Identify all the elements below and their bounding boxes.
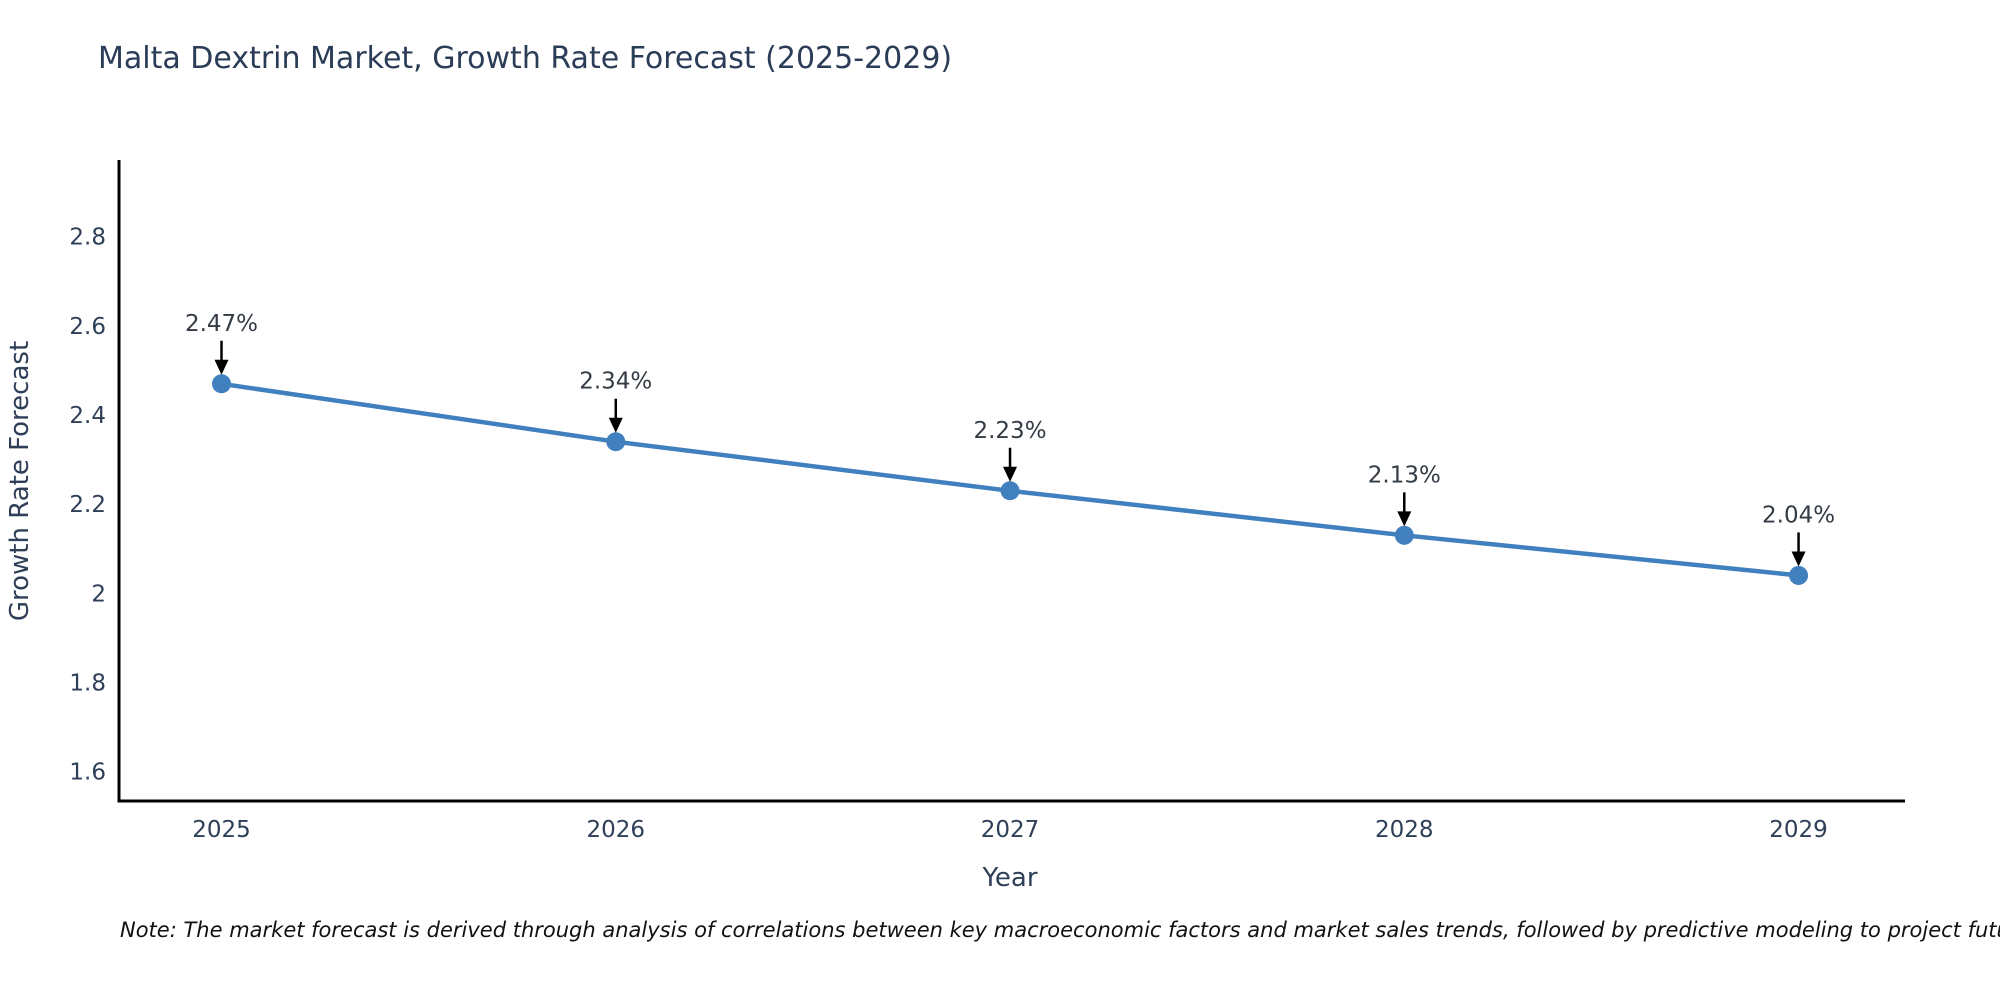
- annotation-arrowhead-icon: [214, 359, 229, 375]
- x-tick-label: 2026: [586, 817, 645, 843]
- y-axis-title: Growth Rate Forecast: [5, 341, 35, 621]
- y-tick-label: 2.4: [69, 403, 106, 429]
- y-tick-label: 1.6: [69, 760, 106, 786]
- annotation-arrowhead-icon: [1791, 551, 1806, 567]
- x-tick-label: 2025: [192, 817, 251, 843]
- annotation-arrowhead-icon: [608, 417, 623, 433]
- annotation-arrowhead-icon: [1003, 466, 1018, 482]
- data-point-marker[interactable]: [1789, 565, 1809, 585]
- y-tick-label: 2.2: [69, 492, 106, 518]
- data-point-label: 2.04%: [1762, 502, 1835, 528]
- data-point-label: 2.47%: [185, 311, 258, 337]
- chart-title: Malta Dextrin Market, Growth Rate Foreca…: [98, 41, 952, 76]
- x-tick-label: 2027: [981, 817, 1040, 843]
- annotation-arrowhead-icon: [1397, 511, 1412, 527]
- x-axis-title: Year: [981, 863, 1037, 893]
- data-point-label: 2.34%: [579, 369, 652, 395]
- x-tick-label: 2029: [1769, 817, 1828, 843]
- data-point-marker[interactable]: [212, 374, 232, 394]
- y-tick-label: 2.6: [69, 314, 106, 340]
- data-point-marker[interactable]: [1394, 525, 1414, 545]
- y-tick-label: 2.8: [69, 225, 106, 251]
- data-point-marker[interactable]: [1000, 481, 1020, 501]
- x-tick-label: 2028: [1375, 817, 1434, 843]
- y-tick-label: 1.8: [69, 670, 106, 696]
- data-point-marker[interactable]: [606, 432, 626, 452]
- data-point-label: 2.13%: [1368, 462, 1441, 488]
- footnote: Note: The market forecast is derived thr…: [120, 918, 2000, 942]
- plot-area: 1.6 1.8 2 2.2 2.4 2.6 2.8 2025 2026 2027 2028 2029 2…: [69, 160, 1905, 843]
- y-tick-label: 2: [91, 581, 106, 607]
- data-point-label: 2.23%: [973, 418, 1046, 444]
